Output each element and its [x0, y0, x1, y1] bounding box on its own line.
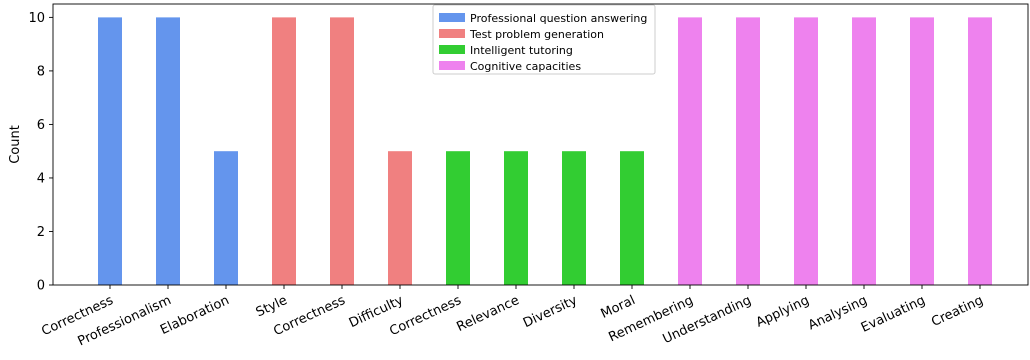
y-tick-label-3: 6	[37, 118, 45, 133]
x-tick-label-13: Applying	[754, 293, 812, 331]
legend-swatch-2	[439, 29, 465, 38]
bar-6	[388, 151, 412, 285]
y-tick-label-1: 2	[37, 225, 45, 240]
x-tick-label-15: Evaluating	[859, 293, 928, 336]
legend: Professional question answering Test prob…	[432, 4, 656, 75]
bar-16	[968, 17, 992, 286]
plot-frame	[52, 3, 1029, 286]
bar-10	[620, 151, 644, 285]
bars-layer	[98, 17, 992, 286]
legend-label-1: Professional question answering	[470, 12, 647, 25]
legend-swatch-3	[439, 45, 465, 54]
bar-9	[562, 151, 586, 285]
legend-label-2: Test problem generation	[469, 28, 604, 41]
x-tick-label-4: Style	[254, 293, 290, 320]
bar-13	[794, 17, 818, 286]
y-axis-label: Count	[8, 125, 23, 164]
legend-frame	[432, 4, 656, 75]
y-tick-label-2: 4	[37, 171, 45, 186]
bar-5	[330, 17, 354, 286]
x-tick-label-10: Moral	[599, 293, 638, 322]
bar-14	[852, 17, 876, 286]
bar-11	[678, 17, 702, 286]
legend-swatch-4	[439, 61, 465, 70]
bar-4	[272, 17, 296, 286]
bar-1	[98, 17, 122, 286]
legend-label-3: Intelligent tutoring	[470, 44, 573, 57]
bar-8	[504, 151, 528, 285]
bar-3	[214, 151, 238, 285]
y-tick-label-4: 8	[37, 64, 45, 79]
bar-15	[910, 17, 934, 286]
bar-2	[156, 17, 180, 286]
bar-7	[446, 151, 470, 285]
legend-label-4: Cognitive capacities	[470, 60, 581, 73]
legend-swatch-1	[439, 13, 465, 22]
x-tick-label-14: Analysing	[806, 293, 870, 333]
x-tick-label-9: Diversity	[521, 293, 580, 331]
x-tick-label-16: Creating	[929, 293, 985, 330]
x-tick-label-8: Relevance	[455, 293, 522, 335]
bar-12	[736, 17, 760, 286]
y-tick-label-0: 0	[37, 279, 45, 294]
y-tick-label-5: 10	[28, 11, 45, 26]
